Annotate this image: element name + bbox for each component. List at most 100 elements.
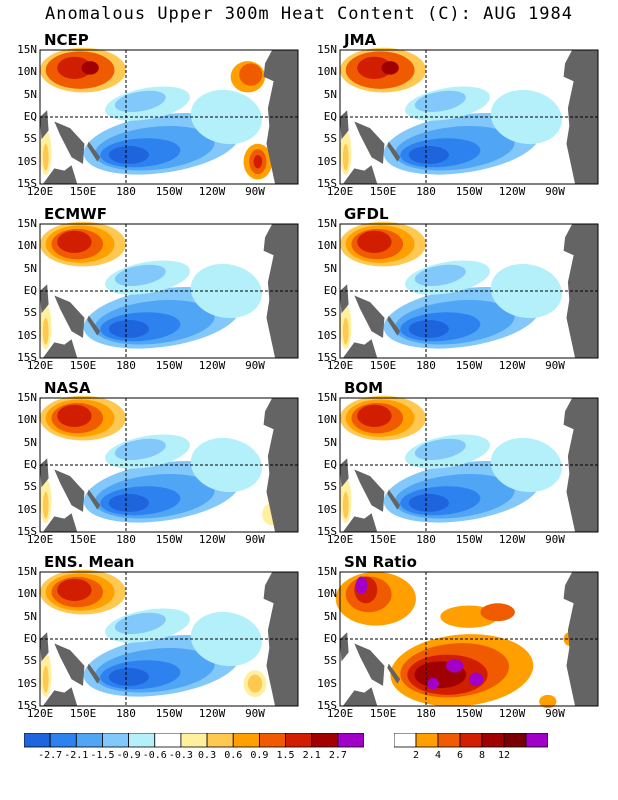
colorbar-label: 12: [497, 750, 511, 761]
lat-label: EQ: [23, 110, 37, 123]
colorbar-swatch: [49, 733, 77, 748]
lat-label: 5S: [23, 480, 37, 494]
contour-map: [339, 47, 599, 185]
lat-label: 10S: [17, 154, 37, 168]
lon-label: 150W: [455, 185, 483, 198]
contour-map: [339, 221, 599, 359]
lon-label: 150W: [455, 533, 483, 546]
colorbar-label: 8: [478, 750, 486, 761]
contour-map: [339, 395, 599, 533]
colorbar-swatch: [525, 733, 548, 748]
lat-label: EQ: [323, 632, 337, 645]
lon-label: 90W: [545, 533, 565, 546]
lon-label: 120E: [26, 707, 54, 720]
lon-label: 120W: [198, 707, 226, 720]
colorbar-label: 0.9: [250, 750, 269, 761]
lat-label: 5S: [23, 132, 37, 146]
lon-label: 120E: [26, 185, 54, 198]
lat-label: 5S: [323, 306, 337, 320]
lat-label: 5S: [323, 132, 337, 146]
lat-label: EQ: [23, 458, 37, 471]
colorbar-swatch: [75, 733, 103, 748]
lon-label: 120W: [198, 359, 226, 372]
lon-label: 150E: [69, 359, 97, 372]
lat-label: 5N: [23, 609, 37, 623]
panel-title: NCEP: [44, 31, 89, 49]
colorbar-swatch: [180, 733, 208, 748]
sn-ratio-colorbar: [394, 733, 548, 748]
lon-label: 120E: [326, 359, 354, 372]
lon-label: 180: [116, 707, 136, 720]
colorbar-label: 2.1: [302, 750, 321, 761]
colorbar-label: 0.3: [198, 750, 217, 761]
lon-label: 150W: [155, 359, 183, 372]
colorbar-label: -0.9: [116, 750, 141, 761]
lon-label: 120E: [326, 185, 354, 198]
lon-label: 150W: [155, 185, 183, 198]
lon-label: 120E: [326, 707, 354, 720]
colorbar-swatch: [24, 733, 51, 748]
colorbar-swatch: [337, 733, 364, 748]
lat-label: 15S: [17, 525, 37, 538]
lat-label: 10N: [17, 65, 37, 79]
lon-label: 180: [416, 533, 436, 546]
lon-label: 180: [116, 533, 136, 546]
lat-label: 5N: [23, 87, 37, 101]
lat-label: 5S: [23, 654, 37, 668]
colorbar-swatch: [102, 733, 130, 748]
contour-map: [335, 571, 599, 709]
panel-title: NASA: [44, 379, 91, 397]
lat-label: 15S: [17, 351, 37, 364]
colorbar-label: -0.3: [168, 750, 193, 761]
colorbar-swatch: [285, 733, 313, 748]
lat-label: 10S: [17, 328, 37, 342]
lat-label: 10S: [17, 502, 37, 516]
lat-label: 15N: [317, 43, 337, 56]
lon-label: 120E: [26, 359, 54, 372]
lon-label: 120W: [498, 185, 526, 198]
lon-label: 180: [116, 359, 136, 372]
lat-label: 15S: [317, 699, 337, 712]
lat-label: 15S: [317, 177, 337, 190]
lon-label: 150E: [369, 359, 397, 372]
lon-label: 120E: [26, 533, 54, 546]
lon-label: 150E: [369, 707, 397, 720]
lon-label: 180: [116, 185, 136, 198]
lat-label: 10N: [317, 65, 337, 79]
colorbar-label: 2: [412, 750, 420, 761]
lat-label: EQ: [323, 110, 337, 123]
map-panel-gfdl: GFDL 15N 10N 5N EQ 5S 10S 15S 120E 150E 180 150W 120…: [317, 205, 599, 372]
colorbar-swatch: [258, 733, 286, 748]
lat-label: 10N: [17, 239, 37, 253]
lon-label: 150E: [69, 533, 97, 546]
colorbar-swatch: [459, 733, 483, 748]
lon-label: 90W: [245, 185, 265, 198]
colorbar-label: 6: [456, 750, 464, 761]
colorbar-label: -1.5: [90, 750, 115, 761]
contour-map: [39, 569, 299, 707]
colorbar-label: -0.6: [142, 750, 167, 761]
lat-label: 5N: [23, 261, 37, 275]
lat-label: 5N: [323, 261, 337, 275]
lon-label: 150W: [455, 707, 483, 720]
panel-title: SN Ratio: [344, 553, 417, 571]
lon-label: 150W: [455, 359, 483, 372]
lat-label: 10S: [17, 676, 37, 690]
colorbar-swatch: [154, 733, 182, 748]
colorbar-swatch: [503, 733, 527, 748]
lon-label: 150W: [155, 707, 183, 720]
lat-label: 5N: [23, 435, 37, 449]
lon-label: 120W: [198, 533, 226, 546]
lon-label: 90W: [245, 707, 265, 720]
panel-title: ECMWF: [44, 205, 107, 223]
lat-label: 10S: [317, 154, 337, 168]
lon-label: 120W: [498, 359, 526, 372]
lon-label: 90W: [545, 707, 565, 720]
lat-label: 5N: [323, 87, 337, 101]
lat-label: EQ: [323, 458, 337, 471]
map-panel-ncep: NCEP 15N 10N 5N EQ 5S 10S 15S 120E 150E 180 150W 120…: [17, 31, 299, 198]
lat-label: EQ: [23, 284, 37, 297]
map-panel-bom: BOM 15N 10N 5N EQ 5S 10S 15S 120E 150E 180 150W 120W…: [317, 379, 599, 546]
lon-label: 180: [416, 185, 436, 198]
map-panel-jma: JMA 15N 10N 5N EQ 5S 10S 15S 120E 150E 180 150W 120W…: [317, 31, 599, 198]
